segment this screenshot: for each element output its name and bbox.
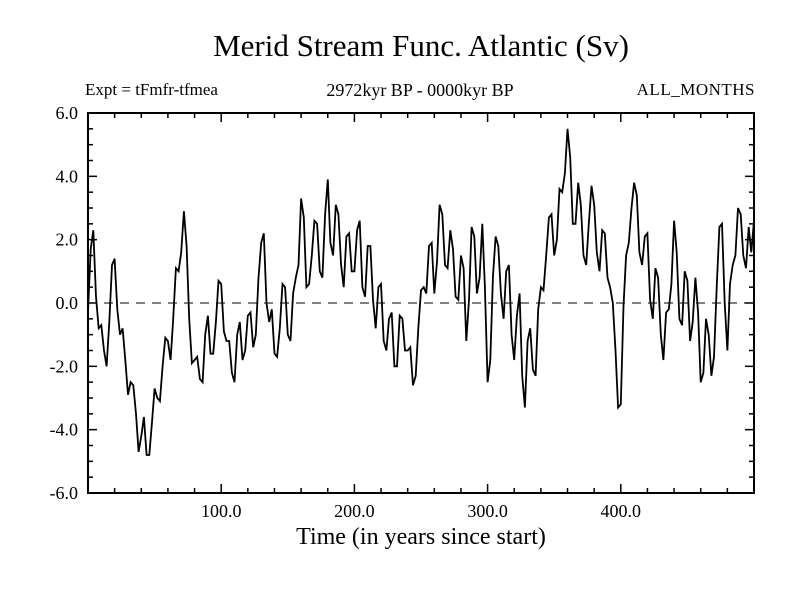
y-tick-label: 2.0 [56, 230, 79, 250]
experiment-label: Expt = tFmfr-tfmea [85, 80, 218, 99]
x-tick-label: 100.0 [201, 501, 242, 521]
y-tick-label: -2.0 [50, 356, 79, 376]
y-tick-label: -6.0 [50, 483, 79, 503]
y-tick-label: 4.0 [56, 166, 79, 186]
months-label: ALL_MONTHS [636, 80, 755, 99]
y-tick-label: 6.0 [56, 103, 79, 123]
chart-title: Merid Stream Func. Atlantic (Sv) [213, 28, 629, 63]
x-tick-label: 200.0 [334, 501, 375, 521]
y-tick-label: -4.0 [50, 420, 79, 440]
y-tick-label: 0.0 [56, 293, 79, 313]
time-range-label: 2972kyr BP - 0000kyr BP [326, 80, 514, 100]
x-axis-title: Time (in years since start) [296, 524, 546, 550]
data-line [87, 128, 755, 456]
x-tick-label: 400.0 [601, 501, 642, 521]
x-tick-label: 300.0 [467, 501, 508, 521]
subtitle-row: Expt = tFmfr-tfmea 2972kyr BP - 0000kyr … [85, 80, 755, 102]
